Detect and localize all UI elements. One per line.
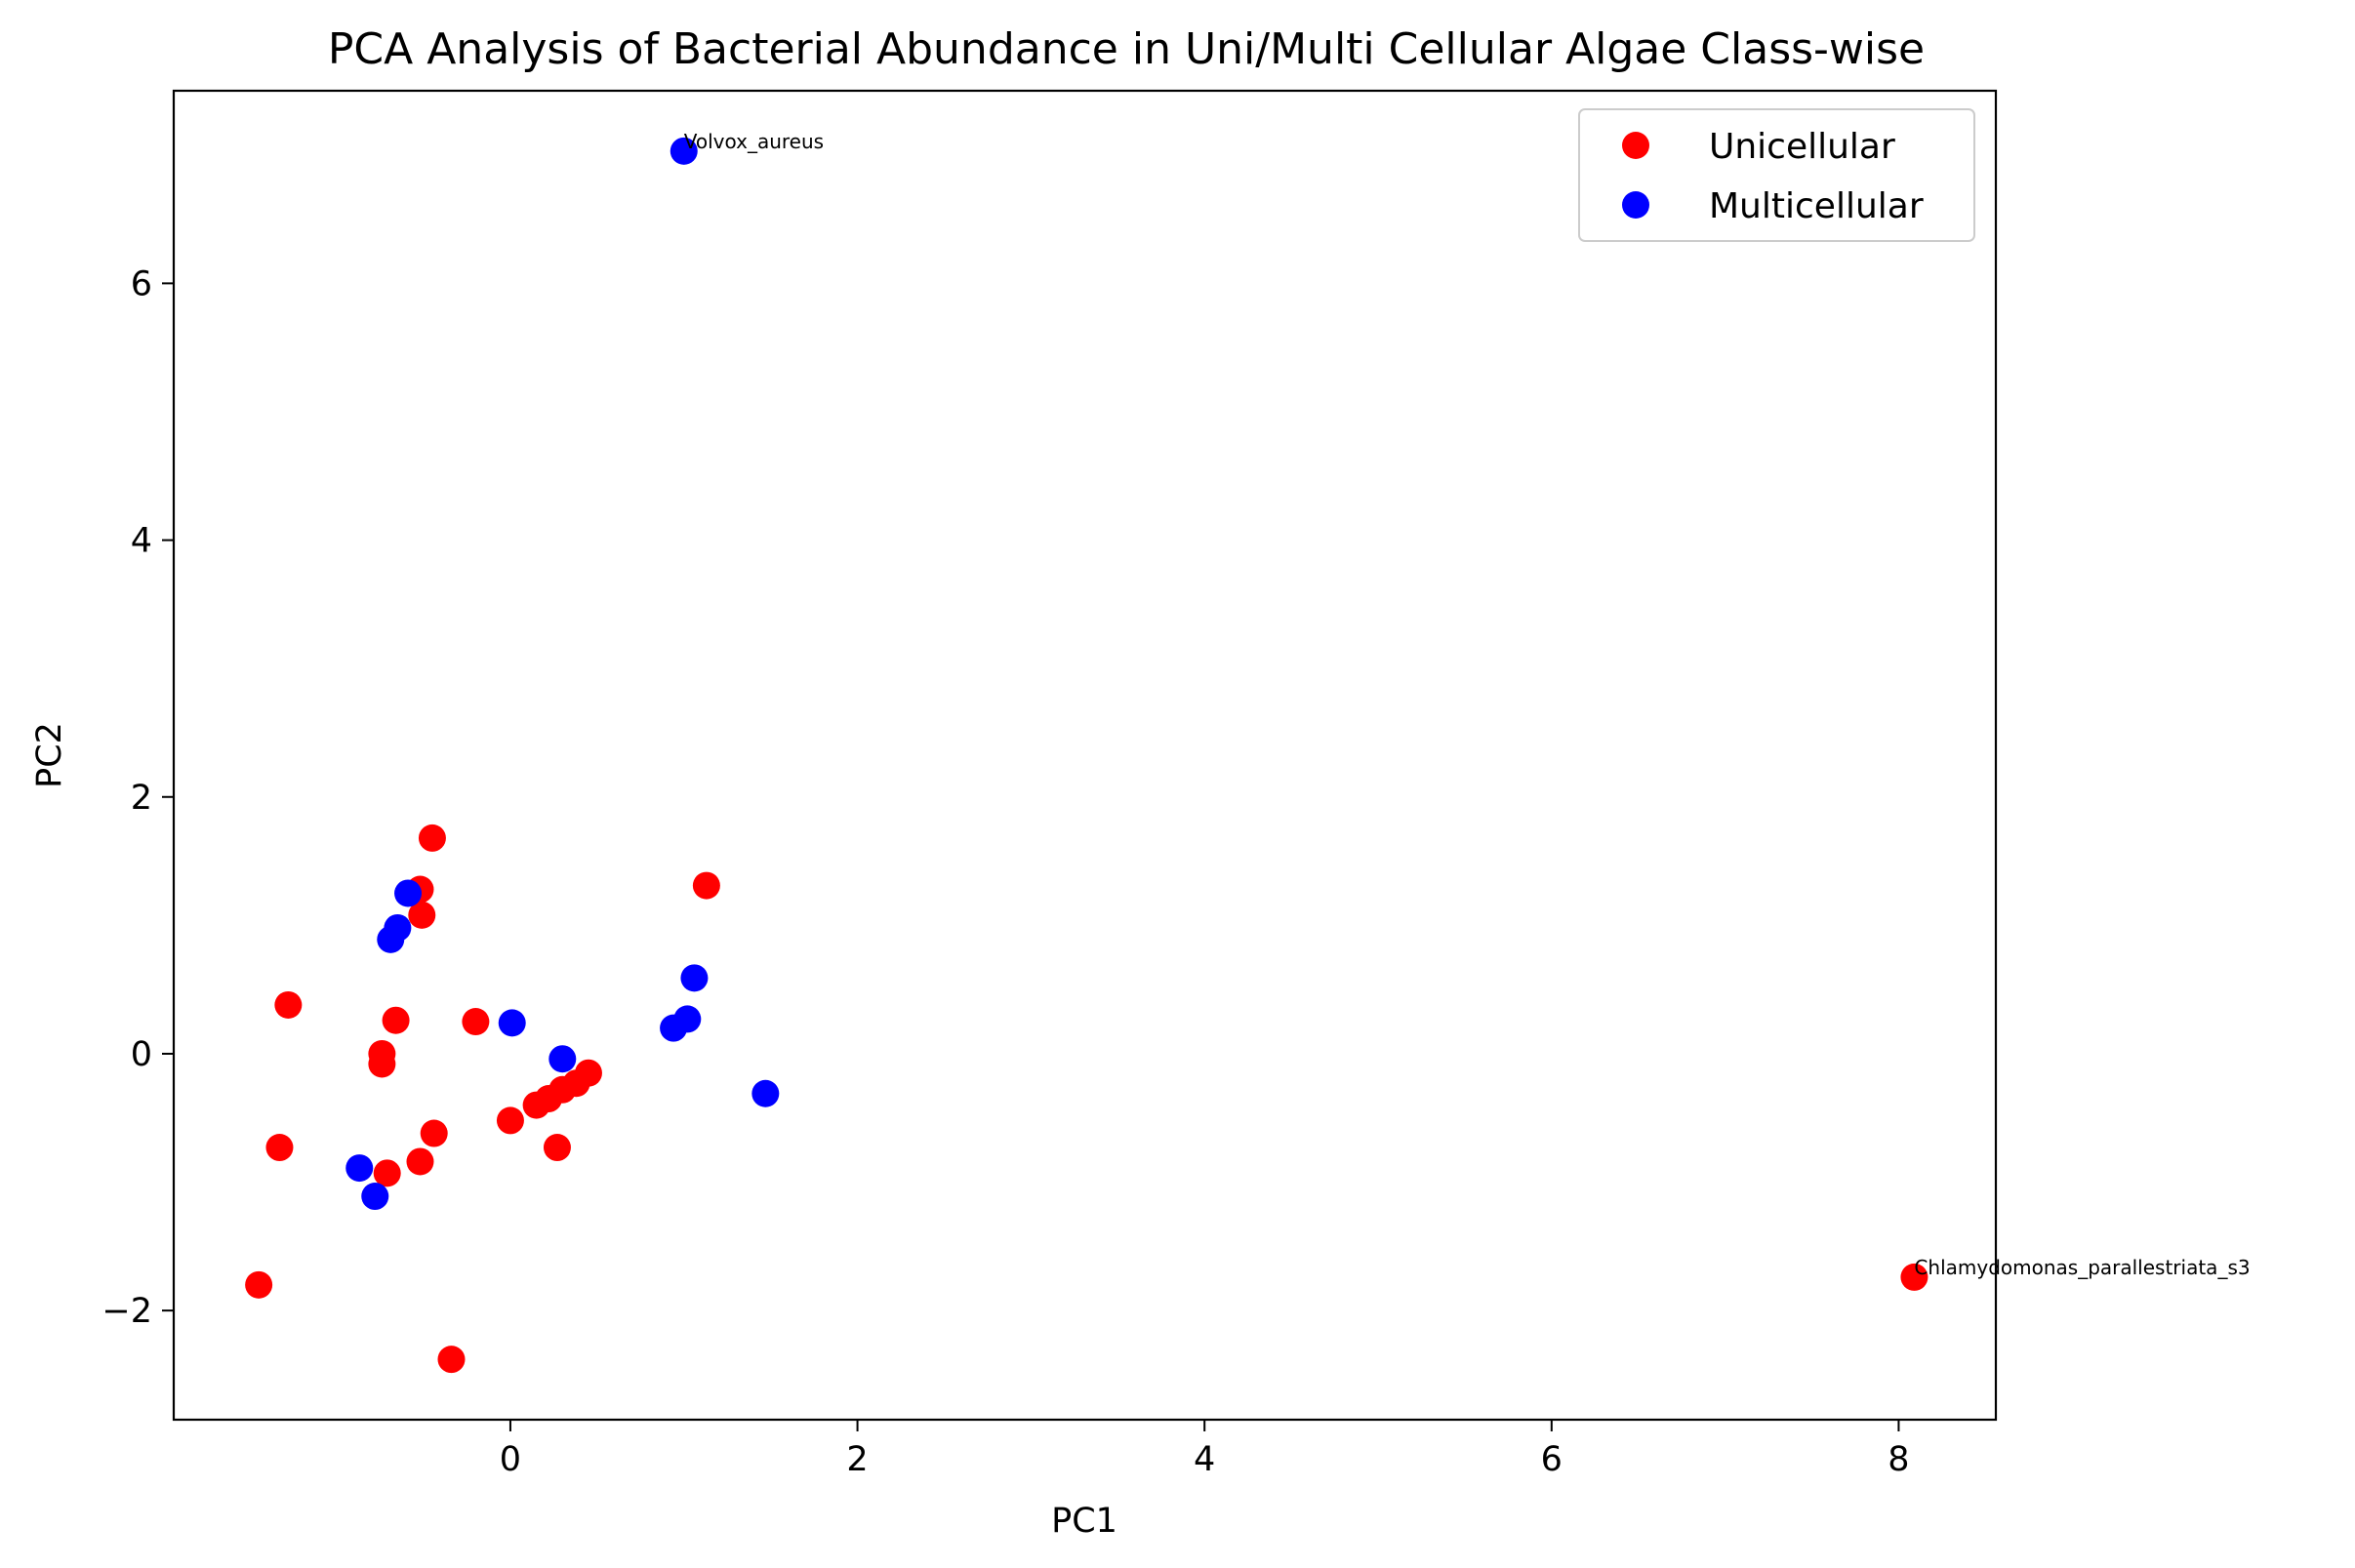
data-point [345, 1154, 374, 1183]
y-tick-label: 4 [131, 522, 152, 561]
data-point [437, 1346, 466, 1374]
data-point [574, 1059, 602, 1087]
x-tick-label: 0 [500, 1440, 521, 1479]
data-point [543, 1134, 571, 1162]
data-point [1900, 1263, 1929, 1291]
legend: Unicellular Multicellular [1578, 108, 1975, 242]
data-point [406, 1147, 434, 1176]
point-annotation: Volvox_aureus [684, 130, 824, 153]
plot-frame [172, 89, 1998, 1422]
plot-marks: Chlamydomonas_parallestriata_s3 Volvox_au… [245, 130, 2251, 1374]
x-axis-label: PC1 [1051, 1502, 1117, 1541]
data-point [548, 1045, 577, 1073]
data-point [245, 1270, 273, 1299]
y-axis-label: PC2 [30, 722, 69, 788]
legend-marker-multicellular [1622, 191, 1649, 219]
legend-label-unicellular: Unicellular [1709, 127, 1895, 167]
point-annotation: Chlamydomonas_parallestriata_s3 [1914, 1256, 2250, 1279]
y-tick-label: −2 [102, 1292, 152, 1331]
data-point [751, 1079, 780, 1107]
data-point [384, 913, 412, 942]
data-point [274, 990, 303, 1019]
legend-box [1578, 108, 1975, 242]
data-point [373, 1159, 401, 1187]
x-axis-ticks: 0 2 4 6 8 [500, 1420, 1910, 1479]
chart-title: PCA Analysis of Bacterial Abundance in U… [328, 24, 1925, 74]
data-point [496, 1106, 524, 1135]
x-tick-label: 8 [1888, 1440, 1909, 1479]
data-point [670, 137, 698, 165]
data-point [462, 1008, 490, 1036]
x-tick-label: 2 [846, 1440, 868, 1479]
y-tick-label: 0 [131, 1035, 152, 1074]
data-point [692, 871, 720, 900]
data-point [382, 1006, 410, 1034]
legend-label-multicellular: Multicellular [1709, 186, 1924, 226]
data-point [361, 1183, 389, 1211]
y-axis-ticks: −2 0 2 4 6 [102, 264, 174, 1331]
legend-marker-unicellular [1622, 132, 1649, 159]
data-point [420, 1119, 448, 1147]
data-point [368, 1050, 396, 1078]
y-tick-label: 6 [131, 264, 152, 303]
data-point [418, 824, 446, 852]
y-tick-label: 2 [131, 779, 152, 818]
series-multicellular [345, 137, 780, 1211]
data-point [673, 1005, 702, 1033]
series-unicellular [245, 824, 1929, 1374]
data-point [498, 1009, 526, 1037]
data-point [408, 901, 436, 929]
x-tick-label: 4 [1194, 1440, 1215, 1479]
data-point [265, 1134, 294, 1162]
data-point [680, 964, 709, 992]
data-point [394, 879, 423, 907]
x-tick-label: 6 [1541, 1440, 1563, 1479]
